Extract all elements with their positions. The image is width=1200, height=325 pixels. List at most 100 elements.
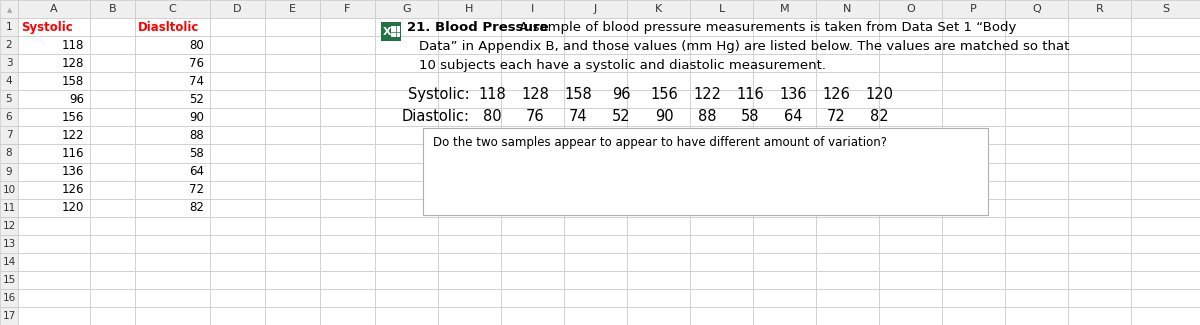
Bar — [374, 18, 438, 36]
Bar — [90, 54, 134, 72]
Bar — [134, 90, 210, 108]
Bar — [878, 307, 942, 325]
Text: 156: 156 — [650, 87, 678, 102]
Bar — [754, 271, 816, 289]
Bar — [1006, 181, 1068, 199]
Bar — [942, 217, 1006, 235]
Text: 90: 90 — [190, 111, 204, 124]
Text: 7: 7 — [6, 130, 12, 140]
Bar — [90, 199, 134, 217]
Text: D: D — [233, 4, 241, 14]
Bar — [628, 217, 690, 235]
Bar — [628, 199, 690, 217]
Bar — [1132, 253, 1200, 271]
Bar — [18, 18, 90, 36]
Bar — [134, 72, 210, 90]
Text: G: G — [402, 4, 410, 14]
Bar — [265, 0, 320, 18]
Bar — [210, 289, 265, 307]
Bar — [374, 235, 438, 253]
Bar — [210, 18, 265, 36]
Bar — [564, 289, 628, 307]
Bar — [320, 181, 374, 199]
Bar — [320, 271, 374, 289]
Bar — [564, 0, 628, 18]
Bar — [438, 0, 502, 18]
Bar — [1132, 199, 1200, 217]
Bar — [90, 307, 134, 325]
Text: O: O — [906, 4, 914, 14]
Bar — [1068, 181, 1132, 199]
Bar — [0, 0, 18, 18]
Text: N: N — [844, 4, 852, 14]
Text: Diastolic:: Diastolic: — [402, 109, 470, 124]
Bar — [754, 144, 816, 162]
Bar — [628, 271, 690, 289]
Text: 13: 13 — [2, 239, 16, 249]
Bar — [265, 162, 320, 181]
Text: 74: 74 — [569, 109, 587, 124]
Bar — [265, 36, 320, 54]
Bar — [0, 72, 18, 90]
Bar — [1006, 162, 1068, 181]
Bar — [210, 36, 265, 54]
Bar — [690, 235, 754, 253]
Bar — [1006, 217, 1068, 235]
Bar — [1006, 0, 1068, 18]
Bar — [210, 253, 265, 271]
Bar — [1132, 126, 1200, 144]
Bar — [816, 126, 878, 144]
Bar — [90, 235, 134, 253]
Bar — [438, 162, 502, 181]
Bar — [628, 0, 690, 18]
Bar — [878, 0, 942, 18]
Text: 1: 1 — [6, 22, 12, 32]
Bar — [942, 199, 1006, 217]
Text: K: K — [655, 4, 662, 14]
Bar — [134, 253, 210, 271]
Bar — [942, 307, 1006, 325]
Bar — [816, 90, 878, 108]
Text: 58: 58 — [190, 147, 204, 160]
Bar — [210, 90, 265, 108]
Text: 17: 17 — [2, 311, 16, 321]
Bar — [134, 126, 210, 144]
Bar — [878, 181, 942, 199]
Text: 82: 82 — [870, 109, 888, 124]
Bar — [265, 72, 320, 90]
Bar — [210, 307, 265, 325]
Bar — [90, 0, 134, 18]
Bar — [1006, 90, 1068, 108]
Bar — [816, 289, 878, 307]
Bar — [1132, 108, 1200, 126]
Bar — [502, 72, 564, 90]
Bar — [502, 217, 564, 235]
Bar — [1132, 289, 1200, 307]
Bar — [1068, 126, 1132, 144]
Bar — [1068, 72, 1132, 90]
Bar — [134, 144, 210, 162]
Text: 76: 76 — [526, 109, 545, 124]
Bar — [18, 108, 90, 126]
Text: 3: 3 — [6, 58, 12, 68]
Text: ▲: ▲ — [7, 7, 13, 13]
Bar — [564, 199, 628, 217]
Bar — [942, 72, 1006, 90]
Bar — [816, 307, 878, 325]
Bar — [564, 108, 628, 126]
Bar — [134, 289, 210, 307]
Bar — [134, 307, 210, 325]
Bar — [90, 72, 134, 90]
Bar — [942, 235, 1006, 253]
Bar — [90, 271, 134, 289]
Bar — [320, 199, 374, 217]
Text: C: C — [169, 4, 176, 14]
Bar — [564, 181, 628, 199]
Bar — [690, 199, 754, 217]
Text: A: A — [50, 4, 58, 14]
Bar — [0, 181, 18, 199]
Text: 118: 118 — [61, 39, 84, 52]
Bar — [1068, 235, 1132, 253]
Bar — [754, 0, 816, 18]
Bar — [374, 108, 438, 126]
